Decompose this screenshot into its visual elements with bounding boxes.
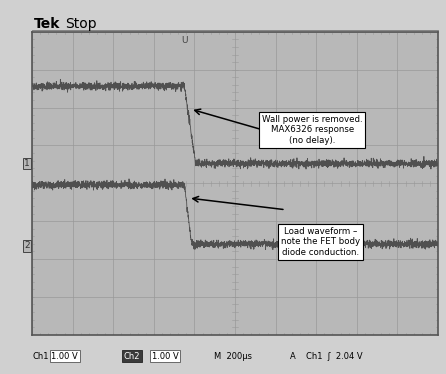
Text: 1.00 V: 1.00 V bbox=[51, 352, 78, 361]
Text: M  200μs: M 200μs bbox=[214, 352, 252, 361]
Text: Stop: Stop bbox=[65, 17, 96, 31]
Text: Ch2: Ch2 bbox=[124, 352, 140, 361]
Text: Tek: Tek bbox=[33, 17, 60, 31]
Text: Ch1: Ch1 bbox=[33, 352, 49, 361]
Text: U: U bbox=[181, 36, 188, 45]
Text: 2: 2 bbox=[25, 241, 30, 250]
Text: Ch1  ʃ  2.04 V: Ch1 ʃ 2.04 V bbox=[306, 352, 362, 361]
Text: 1: 1 bbox=[25, 159, 30, 168]
Text: Wall power is removed.
MAX6326 response
(no delay).: Wall power is removed. MAX6326 response … bbox=[262, 115, 363, 145]
Text: Load waveform –
note the FET body
diode conduction.: Load waveform – note the FET body diode … bbox=[281, 227, 360, 257]
Text: A: A bbox=[290, 352, 296, 361]
Text: 1.00 V: 1.00 V bbox=[152, 352, 178, 361]
